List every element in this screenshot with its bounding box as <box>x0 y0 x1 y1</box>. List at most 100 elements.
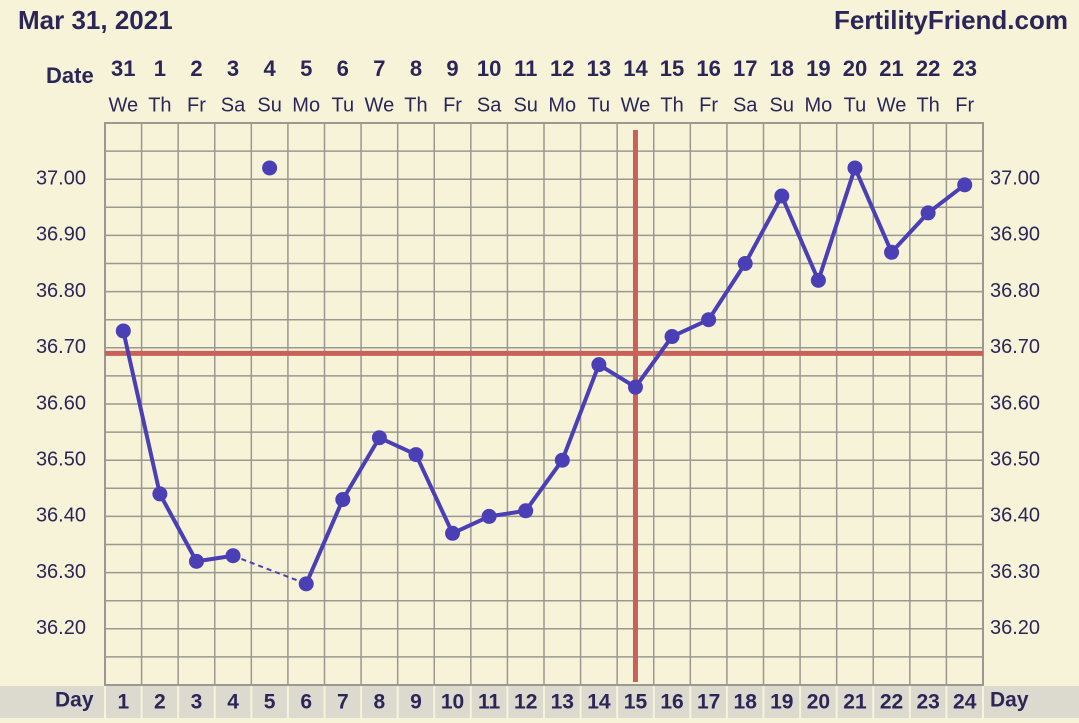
y-tick-label: 36.20 <box>36 617 86 639</box>
temperature-point <box>225 548 241 564</box>
day-number: 10 <box>441 691 464 714</box>
date: 6 <box>337 56 349 81</box>
day-number: 13 <box>551 691 574 714</box>
plot-border <box>104 122 984 686</box>
weekday: Tu <box>588 94 611 116</box>
temperature-point <box>554 452 570 468</box>
temperature-point <box>957 177 973 193</box>
date: 13 <box>587 56 611 81</box>
y-tick-label: 36.90 <box>36 224 86 246</box>
date: 9 <box>446 56 458 81</box>
weekday: Tu <box>331 94 354 116</box>
date: 11 <box>514 56 537 81</box>
day-number: 20 <box>807 691 830 714</box>
y-tick-label: 36.80 <box>36 280 86 302</box>
y-tick-label: 36.60 <box>36 392 86 414</box>
weekday: Fr <box>187 94 206 116</box>
day-number: 19 <box>770 691 793 714</box>
day-number: 7 <box>337 691 349 714</box>
day-label: Day <box>990 689 1029 712</box>
temperature-point <box>188 553 204 569</box>
brand: FertilityFriend.com <box>834 5 1068 35</box>
day-number: 17 <box>697 691 720 714</box>
y-tick-label: 36.80 <box>990 280 1040 302</box>
day-number: 12 <box>514 691 537 714</box>
day-row <box>0 686 1079 718</box>
weekday: We <box>877 94 907 116</box>
date: 22 <box>916 56 940 81</box>
temperature-point <box>298 576 314 592</box>
date: 16 <box>696 56 720 81</box>
weekday: Sa <box>477 94 502 116</box>
weekday: Th <box>660 94 683 116</box>
weekday: Mo <box>292 94 320 116</box>
temperature-point <box>371 430 387 446</box>
temperature-point <box>152 486 168 502</box>
date: 8 <box>410 56 422 81</box>
day-number: 18 <box>734 691 758 714</box>
temperature-point <box>847 160 863 176</box>
temperature-point <box>481 508 497 524</box>
day-number: 11 <box>478 691 501 714</box>
weekday: Th <box>404 94 427 116</box>
date: 20 <box>843 56 867 81</box>
day-number: 3 <box>191 691 203 714</box>
date: 2 <box>190 56 202 81</box>
weekday: We <box>621 94 651 116</box>
date: 3 <box>227 56 239 81</box>
date: 17 <box>733 56 757 81</box>
date: 31 <box>111 56 135 81</box>
y-tick-label: 36.90 <box>990 224 1040 246</box>
day-number: 4 <box>227 691 239 714</box>
temperature-point <box>920 205 936 221</box>
weekday: We <box>108 94 138 116</box>
day-number: 24 <box>953 691 977 714</box>
y-tick-label: 37.00 <box>36 167 86 189</box>
y-tick-label: 36.40 <box>990 505 1040 527</box>
weekday: Sa <box>733 94 758 116</box>
weekday: Fr <box>699 94 718 116</box>
temperature-point <box>810 272 826 288</box>
y-tick-label: 36.20 <box>990 617 1040 639</box>
date-label: Date <box>46 63 94 88</box>
date: 23 <box>952 56 976 81</box>
temperature-point <box>664 329 680 345</box>
weekday: Tu <box>844 94 867 116</box>
day-number: 16 <box>660 691 683 714</box>
day-number: 6 <box>300 691 312 714</box>
weekday: Th <box>148 94 171 116</box>
temperature-point <box>591 357 607 373</box>
date: 10 <box>477 56 501 81</box>
y-tick-label: 36.70 <box>990 336 1040 358</box>
y-tick-label: 36.40 <box>36 505 86 527</box>
date: 5 <box>300 56 312 81</box>
date: 21 <box>879 56 903 81</box>
date: 19 <box>806 56 830 81</box>
y-tick-label: 36.60 <box>990 392 1040 414</box>
day-number: 5 <box>264 691 276 714</box>
weekday: Mo <box>804 94 832 116</box>
weekday: Su <box>770 94 794 116</box>
date: 15 <box>660 56 684 81</box>
date: 12 <box>550 56 574 81</box>
temperature-point <box>737 256 753 271</box>
weekday: Mo <box>548 94 576 116</box>
gap-bridge <box>232 554 307 585</box>
weekday: Sa <box>221 94 246 116</box>
temperature-point <box>774 188 790 204</box>
weekday: Su <box>513 94 537 116</box>
y-tick-label: 37.00 <box>990 167 1040 189</box>
weekday: Su <box>257 94 281 116</box>
temperature-point <box>445 525 461 541</box>
excluded-point <box>262 160 278 176</box>
weekday: Th <box>916 94 939 116</box>
y-tick-label: 36.70 <box>36 336 86 358</box>
chart-title: Mar 31, 2021 <box>18 5 173 35</box>
day-label: Day <box>55 689 94 712</box>
day-number: 15 <box>624 691 648 714</box>
y-tick-label: 36.50 <box>36 448 86 470</box>
day-number: 2 <box>154 691 166 714</box>
temperature-point <box>115 323 131 339</box>
temperature-point <box>408 447 424 463</box>
